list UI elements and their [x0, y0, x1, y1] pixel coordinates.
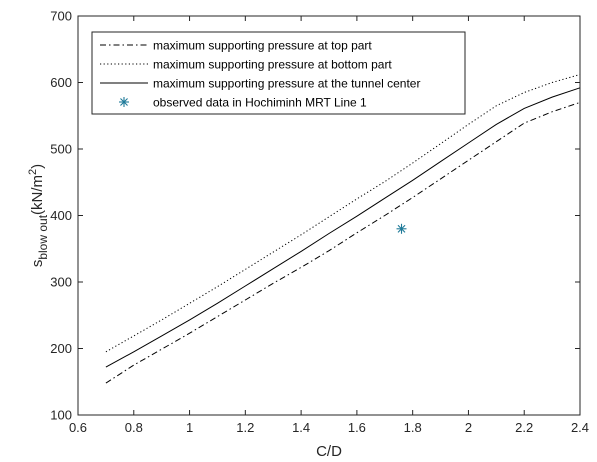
y-tick-label: 100 [50, 408, 72, 423]
legend-item-3: maximum supporting pressure at the tunne… [100, 77, 420, 91]
y-tick-label: 300 [50, 275, 72, 290]
legend-marker [119, 97, 129, 107]
x-tick-label: 1.4 [292, 420, 310, 435]
legend-label: maximum supporting pressure at bottom pa… [153, 58, 392, 72]
y-tick-label: 700 [50, 9, 72, 24]
x-tick-label: 2.2 [515, 420, 533, 435]
x-tick-label: 1.6 [348, 420, 366, 435]
y-axis-title: sblow out(kN/m2) [27, 164, 50, 267]
legend-label: observed data in Hochiminh MRT Line 1 [153, 96, 367, 110]
y-axis-title-main: s [29, 260, 46, 268]
legend-label: maximum supporting pressure at the tunne… [153, 77, 420, 91]
series-line-3 [105, 87, 581, 368]
x-tick-label: 2 [465, 420, 472, 435]
y-axis-title-sub: blow out [36, 214, 50, 259]
y-axis-title-unit-close: ) [29, 164, 46, 169]
legend: maximum supporting pressure at top part m… [91, 31, 466, 115]
x-tick-label: 0.8 [125, 420, 143, 435]
legend-item-1: maximum supporting pressure at top part [100, 39, 372, 53]
series-layer [105, 74, 581, 384]
x-tick-label: 1.8 [404, 420, 422, 435]
y-tick-label: 200 [50, 341, 72, 356]
legend-box [91, 31, 466, 115]
series-line-2 [105, 74, 581, 353]
x-tick-label: 1.2 [236, 420, 254, 435]
axis-ticks: 0.6 0.8 1 1.2 1.4 1.6 1.8 2 2.2 2.4 100 200 300 400 50… [50, 9, 589, 436]
observed-data-point [396, 223, 407, 234]
y-tick-label: 400 [50, 208, 72, 223]
x-tick-label: 2.4 [571, 420, 589, 435]
x-tick-label: 1 [186, 420, 193, 435]
legend-label: maximum supporting pressure at top part [153, 39, 372, 53]
y-axis-title-unit-open: (kN/m [29, 175, 46, 215]
series-line-1 [105, 101, 581, 384]
legend-item-4: observed data in Hochiminh MRT Line 1 [119, 96, 367, 110]
legend-item-2: maximum supporting pressure at bottom pa… [100, 58, 392, 72]
x-axis-title: C/D [316, 443, 342, 460]
y-tick-label: 500 [50, 142, 72, 157]
x-tick-label: 0.6 [69, 420, 87, 435]
y-tick-label: 600 [50, 75, 72, 90]
y-axis-title-unit-sup: 2 [27, 169, 39, 175]
